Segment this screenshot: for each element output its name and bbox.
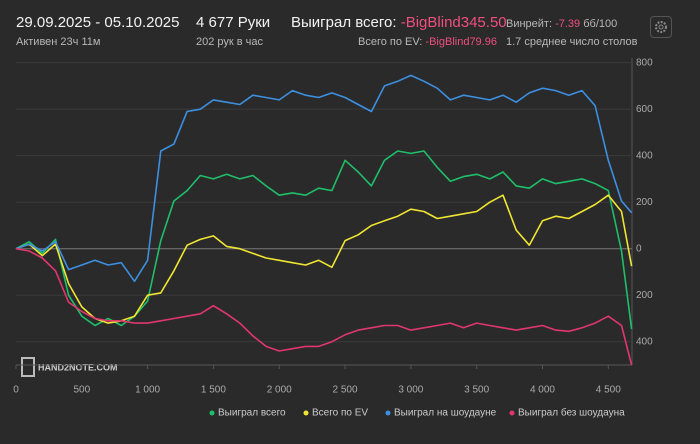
legend-dot [209, 410, 215, 416]
winrate: Винрейт: -7.39 бб/100 [506, 18, 617, 30]
active-time: Активен 23ч 11м [16, 36, 101, 48]
x-tick-label: 4 500 [596, 385, 621, 396]
y-tick-label: 600 [636, 104, 653, 115]
series-line [15, 194, 633, 324]
legend-label: Выиграл без шоудауна [518, 407, 625, 419]
legend-label: Всего по EV [312, 408, 368, 419]
x-tick-label: 0 [13, 385, 19, 396]
y-tick-label: 200 [636, 197, 653, 208]
legend-dot [385, 410, 391, 416]
legend-dot [303, 410, 309, 416]
watermark: HAND2NOTE.COM [21, 357, 118, 377]
y-tick-label: 0 [636, 243, 642, 254]
y-tick-label: 200 [636, 290, 653, 301]
date-range: 29.09.2025 - 05.10.2025 [16, 14, 180, 31]
won-summary: Выиграл всего: -BigBlind345.50 [291, 14, 507, 31]
legend-label: Выиграл на шоудауне [394, 408, 497, 419]
winrate-label: Винрейт: [506, 18, 553, 30]
watermark-text: HAND2NOTE.COM [38, 362, 118, 372]
ev-label: Всего по EV: [358, 36, 423, 48]
series-line [15, 150, 633, 330]
gear-icon [655, 21, 667, 33]
series-line [15, 74, 633, 283]
hands-per-hour: 202 рук в час [196, 36, 264, 48]
hands: 4 677 Руки [196, 14, 271, 31]
y-tick-label: 400 [636, 336, 653, 347]
series-line [15, 247, 633, 366]
ev-summary: Всего по EV: -BigBlind79.96 [358, 36, 497, 48]
x-tick-label: 2 000 [267, 385, 292, 396]
x-tick-label: 1 500 [201, 385, 226, 396]
x-tick-label: 1 000 [135, 385, 160, 396]
winrate-unit: бб/100 [583, 18, 618, 30]
tables: 1.7 среднее число столов [506, 36, 638, 48]
legend-dot [509, 410, 515, 416]
x-tick-label: 500 [73, 385, 90, 396]
winrate-value: -7.39 [555, 18, 581, 30]
y-tick-label: 400 [636, 150, 653, 161]
won-value: -BigBlind345.50 [400, 14, 507, 31]
x-tick-label: 3 000 [398, 385, 423, 396]
settings-button[interactable] [650, 16, 672, 38]
x-tick-label: 2 500 [333, 385, 358, 396]
x-tick-label: 4 000 [530, 385, 555, 396]
ev-value: -BigBlind79.96 [425, 36, 497, 48]
y-tick-label: 800 [636, 57, 653, 68]
won-label: Выиграл всего: [291, 14, 397, 31]
legend-label: Выиграл всего [218, 408, 286, 419]
x-tick-label: 3 500 [464, 385, 489, 396]
